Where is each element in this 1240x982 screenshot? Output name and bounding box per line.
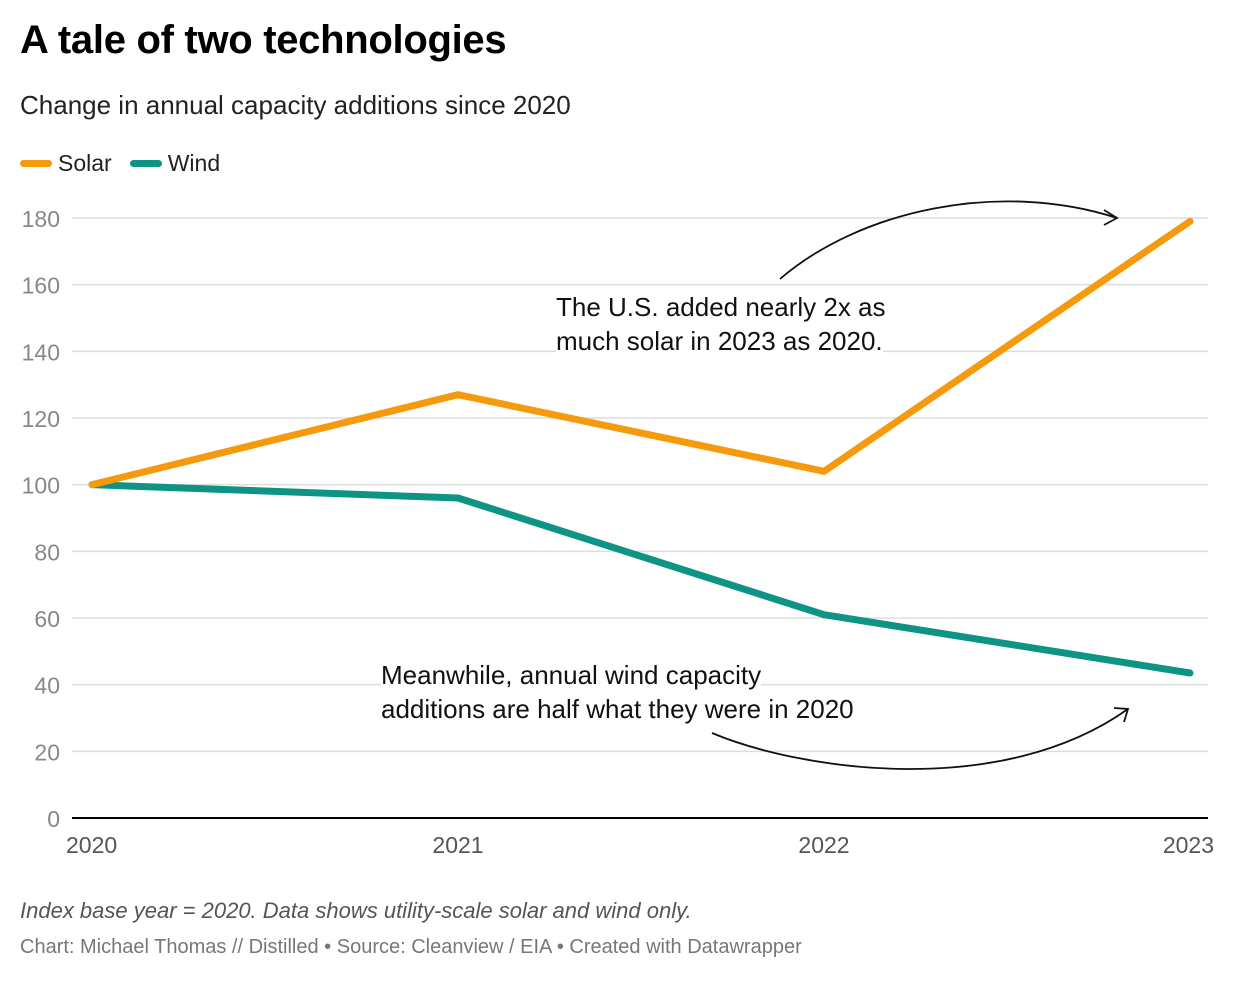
legend-item-solar: Solar <box>20 150 112 177</box>
y-tick-label-60: 60 <box>34 606 60 632</box>
annotation-arrow-solar <box>779 200 1118 280</box>
annotation-wind-line-1: Meanwhile, annual wind capacity <box>381 660 762 690</box>
annotation-arrowhead-wind <box>1113 707 1130 723</box>
annotation-solar-line-1: The U.S. added nearly 2x as <box>556 292 886 322</box>
legend-swatch-wind <box>129 160 162 167</box>
chart-subtitle: Change in annual capacity additions sinc… <box>20 90 571 120</box>
legend: Solar Wind <box>20 150 238 177</box>
y-tick-label-20: 20 <box>34 739 60 765</box>
x-tick-label-2023: 2023 <box>1163 832 1214 858</box>
y-tick-label-180: 180 <box>22 206 60 232</box>
series-line-solar <box>88 217 1194 489</box>
annotation-arrowhead-solar <box>1103 209 1119 226</box>
chart-title: A tale of two technologies <box>20 18 507 62</box>
x-tick-label-2021: 2021 <box>432 832 483 858</box>
y-tick-label-120: 120 <box>22 406 60 432</box>
credit-line: Chart: Michael Thomas // Distilled • Sou… <box>20 936 802 958</box>
y-tick-label-80: 80 <box>34 539 60 565</box>
y-tick-label-160: 160 <box>22 273 60 299</box>
annotation-solar: The U.S. added nearly 2x as much solar i… <box>556 290 886 358</box>
x-tick-label-2022: 2022 <box>798 832 849 858</box>
legend-swatch-solar <box>20 160 52 167</box>
annotation-solar-line-2: much solar in 2023 as 2020. <box>556 326 883 356</box>
y-tick-label-40: 40 <box>34 673 60 699</box>
y-tick-label-0: 0 <box>47 806 60 832</box>
legend-item-wind: Wind <box>129 150 221 177</box>
line-chart: 0 20 40 60 80 100 120 140 160 180 2020 2021 2022 2023 <box>22 200 1214 858</box>
series-line-wind <box>88 481 1194 677</box>
annotation-wind-line-2: additions are half what they were in 202… <box>381 694 854 724</box>
annotation-arrow-wind <box>711 708 1129 770</box>
x-tick-label-2020: 2020 <box>66 832 117 858</box>
footnote: Index base year = 2020. Data shows utili… <box>20 898 692 923</box>
annotation-wind: Meanwhile, annual wind capacity addition… <box>381 658 854 726</box>
legend-label-solar: Solar <box>58 150 112 176</box>
y-tick-label-100: 100 <box>22 473 60 499</box>
y-tick-label-140: 140 <box>22 339 60 365</box>
legend-label-wind: Wind <box>167 150 221 176</box>
